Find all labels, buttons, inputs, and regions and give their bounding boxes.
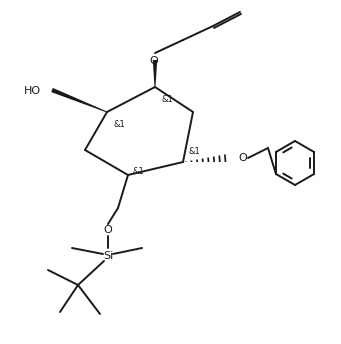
Text: HO: HO (24, 86, 41, 96)
Text: O: O (150, 56, 158, 66)
Text: &1: &1 (114, 120, 126, 129)
Text: O: O (104, 225, 113, 235)
Text: &1: &1 (189, 147, 201, 156)
Text: &1: &1 (162, 95, 174, 104)
Polygon shape (51, 88, 107, 112)
Text: Si: Si (103, 251, 113, 261)
Text: &1: &1 (133, 167, 145, 176)
Polygon shape (153, 60, 157, 87)
Text: O: O (239, 153, 247, 163)
